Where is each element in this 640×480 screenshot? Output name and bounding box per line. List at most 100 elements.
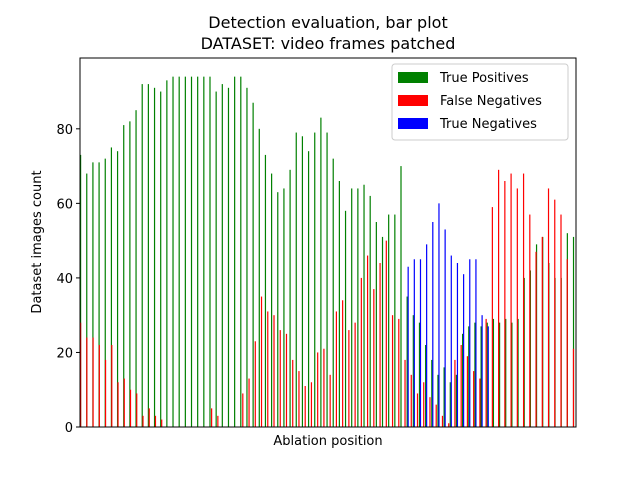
bar-fn-11	[148, 408, 150, 427]
bar-fn-49	[385, 240, 387, 427]
bar-tp-68	[498, 322, 501, 427]
legend-swatch-true-negatives	[398, 118, 428, 129]
bar-fn-6	[117, 382, 119, 427]
bar-tn-61	[456, 263, 459, 427]
bar-tp-15	[172, 76, 174, 427]
bar-tp-63	[468, 326, 470, 427]
bar-tp-40	[326, 132, 328, 428]
bar-tn-56	[426, 244, 428, 427]
bar-tp-69	[505, 318, 507, 427]
bar-fn-41	[335, 311, 337, 427]
bar-tp-53	[406, 296, 408, 427]
bar-fn-70	[516, 188, 518, 427]
y-tick-label-80: 80	[56, 123, 73, 138]
bar-fn-65	[485, 318, 487, 427]
bar-tp-41	[332, 158, 334, 427]
bar-fn-64	[479, 378, 481, 427]
bar-tp-31	[271, 173, 273, 427]
bar-tp-13	[160, 91, 162, 428]
bar-tp-26	[240, 76, 242, 427]
bar-tp-56	[425, 345, 427, 427]
bar-fn-67	[498, 169, 500, 427]
bar-fn-78	[566, 259, 568, 427]
bar-tp-17	[184, 76, 186, 427]
bar-fn-71	[522, 173, 525, 427]
x-axis-label: Ablation position	[273, 434, 382, 449]
bar-fn-66	[491, 207, 493, 427]
bar-tp-23	[221, 84, 223, 427]
bar-tp-70	[511, 322, 513, 427]
bar-fn-34	[292, 359, 294, 427]
bar-fn-51	[398, 318, 400, 427]
bar-fn-58	[441, 415, 444, 427]
bar-fn-8	[129, 389, 132, 427]
bar-fn-39	[323, 348, 325, 427]
bar-fn-35	[298, 371, 300, 427]
bar-fn-7	[123, 378, 125, 427]
bar-fn-42	[342, 300, 344, 427]
bar-tn-58	[438, 203, 440, 427]
bar-tp-16	[178, 76, 180, 427]
bar-tp-48	[375, 222, 377, 427]
bar-fn-55	[423, 382, 425, 427]
bar-fn-10	[142, 415, 144, 427]
bar-tp-33	[283, 188, 285, 427]
bar-tp-8	[129, 121, 131, 428]
bar-tp-46	[363, 184, 365, 427]
bar-fn-61	[460, 345, 462, 427]
bar-fn-38	[317, 352, 319, 427]
chart-subtitle: DATASET: video frames patched	[201, 34, 456, 53]
bar-tp-32	[277, 192, 279, 427]
bar-tn-62	[463, 274, 465, 427]
y-tick-label-0: 0	[65, 421, 73, 436]
bar-tp-54	[412, 315, 414, 427]
bar-tp-67	[492, 318, 495, 427]
bar-tp-35	[295, 132, 297, 428]
bar-tp-66	[486, 322, 488, 427]
bar-tp-5	[110, 147, 113, 427]
bar-tp-47	[369, 195, 371, 427]
bar-tn-63	[469, 259, 471, 427]
bar-fn-48	[379, 263, 381, 427]
bar-fn-13	[161, 419, 163, 427]
bar-fn-57	[435, 404, 437, 427]
bar-tp-0	[80, 154, 82, 427]
y-tick-label-20: 20	[56, 346, 73, 361]
bar-tp-55	[418, 322, 421, 427]
bar-tn-59	[444, 229, 446, 427]
bar-tp-12	[153, 87, 156, 427]
bar-tp-6	[116, 151, 119, 427]
bar-tp-10	[141, 84, 143, 427]
legend-frame	[391, 63, 569, 141]
bar-fn-72	[529, 214, 531, 427]
bar-fn-2	[92, 337, 94, 427]
bar-fn-28	[254, 341, 256, 427]
bar-tp-11	[147, 84, 149, 427]
bar-tp-58	[437, 374, 439, 427]
y-tick-label-60: 60	[56, 197, 73, 212]
bar-fn-77	[560, 214, 562, 427]
bar-tp-2	[92, 162, 94, 428]
bar-fn-43	[348, 330, 350, 427]
bar-fn-37	[310, 382, 313, 427]
bar-fn-47	[373, 289, 375, 427]
bar-fn-3	[98, 345, 100, 427]
bar-fn-56	[429, 397, 431, 427]
bar-fn-52	[404, 359, 406, 427]
y-axis-label: Dataset images count	[30, 170, 45, 313]
bar-fn-32	[279, 330, 281, 427]
bar-fn-75	[547, 188, 550, 427]
plot-frame	[79, 57, 577, 428]
bar-tp-61	[455, 374, 458, 427]
bar-tp-57	[431, 359, 433, 427]
bar-fn-1	[86, 337, 88, 427]
bar-tp-18	[190, 76, 193, 427]
y-axis-ticks: 0 20 40 60 80	[56, 123, 80, 436]
bar-fn-33	[285, 333, 288, 427]
bar-fn-9	[136, 393, 138, 427]
bar-tn-55	[419, 259, 422, 427]
bar-tp-4	[104, 158, 106, 427]
bar-fn-0	[80, 322, 82, 427]
bar-tp-37	[307, 151, 310, 427]
